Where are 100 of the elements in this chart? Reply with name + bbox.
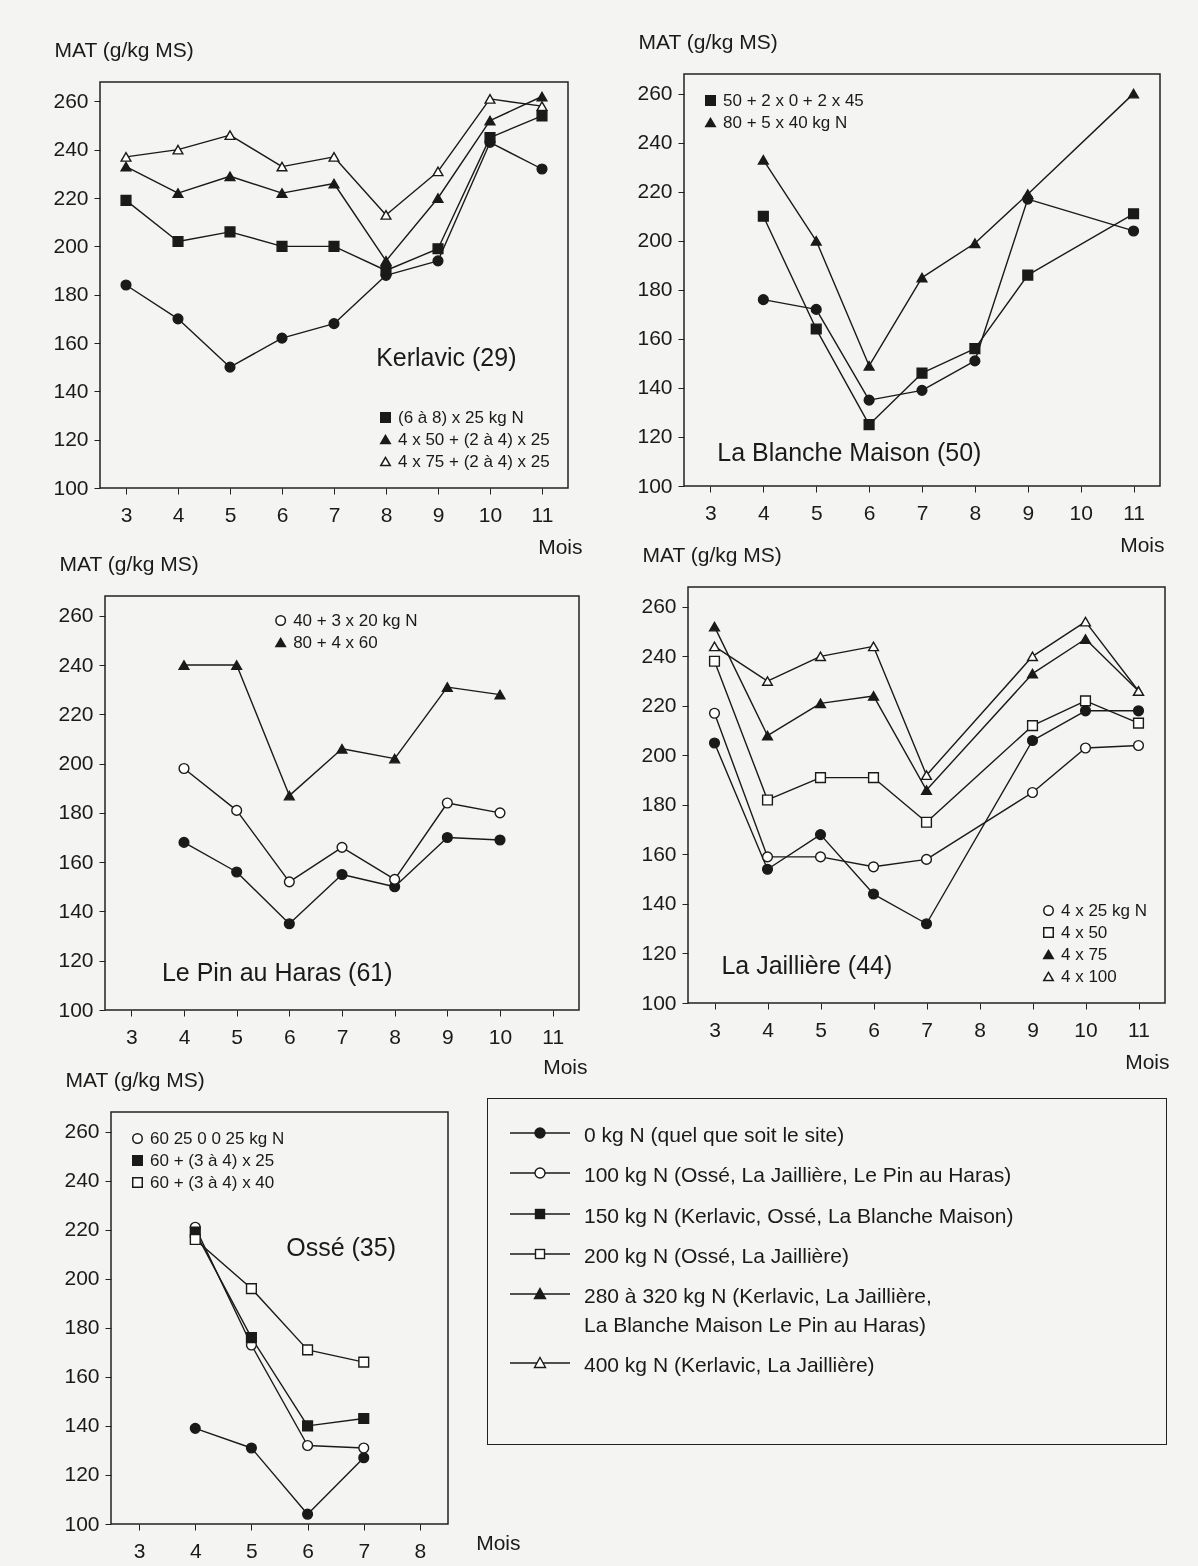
- y-tick-label: 240: [64, 1168, 100, 1192]
- x-tick-label: 4: [178, 1024, 191, 1048]
- y-tick-label: 260: [53, 88, 89, 112]
- text: 200 kg N (Ossé, La Jaillière): [584, 1243, 849, 1270]
- legend-label: (6 à 8) x 25 kg N: [398, 407, 524, 427]
- x-tick-label: 5: [815, 1017, 827, 1041]
- x-tick-label: 3: [120, 502, 133, 526]
- y-tick-label: 240: [641, 643, 677, 667]
- y-tick-label: 160: [64, 1364, 100, 1388]
- y-tick-label: 260: [641, 594, 677, 618]
- x-tick-label: 11: [542, 1024, 565, 1048]
- x-tick-label: 10: [1069, 500, 1093, 524]
- x-tick-label: 9: [1022, 500, 1035, 524]
- y-tick-label: 160: [58, 849, 94, 873]
- x-tick-label: 10: [488, 1024, 513, 1048]
- y-tick-label: 120: [64, 1462, 100, 1486]
- legend-label: 40 + 3 x 20 kg N: [293, 610, 418, 630]
- x-axis-title: Mois: [476, 1530, 521, 1554]
- y-tick-label: 120: [637, 424, 673, 448]
- x-tick-label: 6: [276, 502, 289, 526]
- x-axis-title: Mois: [1125, 1049, 1170, 1073]
- y-tick-label: 260: [637, 81, 673, 105]
- y-tick-label: 220: [53, 185, 89, 209]
- y-tick-label: 240: [58, 652, 94, 676]
- legend-label: 80 + 4 x 60: [293, 632, 378, 652]
- y-tick-label: 160: [53, 330, 89, 354]
- x-tick-label: 6: [302, 1538, 314, 1562]
- y-tick-label: 180: [58, 800, 94, 824]
- y-tick-label: 200: [641, 742, 677, 766]
- x-tick-label: 11: [1128, 1017, 1150, 1041]
- legend-label: 80 + 5 x 40 kg N: [723, 112, 848, 132]
- y-axis-title: MAT (g/kg MS): [638, 29, 778, 53]
- y-tick-label: 200: [53, 233, 89, 257]
- y-tick-label: 120: [53, 427, 89, 451]
- x-tick-label: 8: [414, 1538, 427, 1562]
- x-tick-label: 5: [231, 1024, 244, 1048]
- x-tick-label: 11: [531, 502, 554, 526]
- y-tick-label: 140: [64, 1413, 100, 1437]
- x-tick-label: 10: [1074, 1017, 1098, 1041]
- x-tick-label: 8: [389, 1024, 402, 1048]
- x-axis-title: Mois: [1120, 532, 1165, 556]
- text: La Jaillière (44): [721, 950, 893, 979]
- x-tick-label: 7: [921, 1017, 933, 1041]
- x-axis-title: Mois: [543, 1054, 588, 1078]
- x-tick-label: 3: [705, 500, 717, 524]
- y-tick-label: 180: [64, 1315, 100, 1339]
- y-tick-label: 240: [53, 137, 89, 161]
- y-tick-label: 240: [637, 130, 673, 154]
- x-tick-label: 8: [380, 502, 393, 526]
- text: 280 à 320 kg N (Kerlavic, La Jaillière, La Blanche Maison Le Pin au Haras): [584, 1283, 932, 1338]
- y-tick-label: 140: [58, 898, 94, 922]
- y-tick-label: 220: [641, 693, 677, 717]
- y-tick-label: 140: [641, 891, 677, 915]
- x-tick-label: 4: [762, 1017, 775, 1041]
- x-tick-label: 5: [246, 1538, 258, 1562]
- legend-label: 60 + (3 à 4) x 40: [150, 1172, 275, 1192]
- legend-label: 4 x 100: [1061, 966, 1117, 986]
- y-tick-label: 100: [53, 475, 89, 499]
- y-tick-label: 160: [641, 841, 677, 865]
- y-tick-label: 100: [64, 1511, 100, 1535]
- text: 100 kg N (Ossé, La Jaillière, Le Pin au Haras): [584, 1162, 1012, 1189]
- x-tick-label: 7: [916, 500, 929, 524]
- y-axis-title: MAT (g/kg MS): [59, 551, 199, 575]
- x-tick-label: 6: [868, 1017, 880, 1041]
- x-tick-label: 7: [358, 1538, 371, 1562]
- x-tick-label: 11: [1123, 500, 1145, 524]
- y-tick-label: 120: [58, 948, 94, 972]
- y-tick-label: 160: [637, 326, 673, 350]
- x-tick-label: 10: [478, 502, 503, 526]
- x-tick-label: 3: [709, 1017, 721, 1041]
- text: Ossé (35): [286, 1232, 397, 1261]
- y-tick-label: 180: [637, 277, 673, 301]
- y-tick-label: 260: [64, 1119, 100, 1143]
- y-axis-title: MAT (g/kg MS): [54, 37, 194, 61]
- x-tick-label: 3: [133, 1538, 146, 1562]
- x-tick-label: 5: [810, 500, 823, 524]
- y-tick-label: 220: [58, 701, 94, 725]
- x-tick-label: 5: [224, 502, 237, 526]
- y-tick-label: 180: [53, 282, 89, 306]
- y-tick-label: 120: [641, 940, 677, 964]
- legend-label: 4 x 50 + (2 à 4) x 25: [398, 429, 550, 449]
- legend-label: 4 x 50: [1061, 922, 1108, 942]
- x-tick-label: 4: [757, 500, 770, 524]
- x-tick-label: 9: [1027, 1017, 1039, 1041]
- y-tick-label: 100: [641, 990, 677, 1014]
- y-tick-label: 200: [637, 228, 673, 252]
- legend-label: 4 x 25 kg N: [1061, 900, 1147, 920]
- legend-label: 60 + (3 à 4) x 25: [150, 1150, 275, 1170]
- legend-label: 4 x 75 + (2 à 4) x 25: [398, 451, 550, 471]
- y-axis-title: MAT (g/kg MS): [642, 542, 782, 566]
- x-tick-label: 6: [863, 500, 876, 524]
- x-tick-label: 8: [974, 1017, 986, 1041]
- x-tick-label: 6: [283, 1024, 296, 1048]
- y-tick-label: 260: [58, 603, 94, 627]
- x-tick-label: 8: [969, 500, 982, 524]
- text: 400 kg N (Kerlavic, La Jaillière): [584, 1352, 875, 1379]
- text: 150 kg N (Kerlavic, Ossé, La Blanche Maison): [584, 1202, 1014, 1229]
- x-tick-label: 7: [336, 1024, 349, 1048]
- y-tick-label: 220: [64, 1217, 100, 1241]
- legend-label: 60 25 0 0 25 kg N: [150, 1128, 285, 1148]
